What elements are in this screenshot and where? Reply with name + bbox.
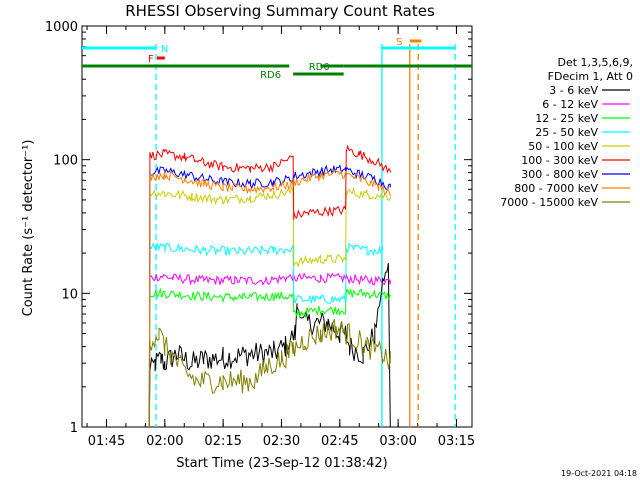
x-tick-label: 03:15 [438,434,475,449]
chart-title: RHESSI Observing Summary Count Rates [125,2,435,20]
series-line-3 [148,242,384,428]
legend-entry-label: 300 - 800 keV [521,168,598,181]
x-tick-label: 02:30 [263,434,300,449]
y-tick-label: 10 [61,287,78,302]
series-line-7 [148,169,391,428]
timestamp-label: 19-Oct-2021 04:18 [561,469,637,478]
x-tick-label: 03:00 [379,434,416,449]
series-line-4 [148,185,391,428]
y-tick-label: 1 [70,421,78,436]
y-tick-label: 100 [53,154,78,169]
x-axis-label: Start Time (23-Sep-12 01:38:42) [176,456,387,471]
legend-entry-label: 3 - 6 keV [549,84,598,97]
flag-label-rd0: RD0 [309,62,330,73]
flag-label-f: F [148,54,154,65]
series-line-1 [148,272,391,428]
legend-entry-label: 50 - 100 keV [528,140,598,153]
flag-label-s: S [396,37,402,48]
series-line-0 [148,263,391,428]
x-tick-label: 01:45 [88,434,125,449]
legend-entry-label: 6 - 12 keV [542,98,598,111]
series-line-2 [148,287,391,428]
y-axis-label: Count Rate (s⁻¹ detector⁻¹) [21,140,36,317]
flag-label-n: N [161,44,168,55]
series-line-5 [148,144,391,428]
x-tick-label: 02:15 [204,434,241,449]
legend-entry-label: 25 - 50 keV [535,126,598,139]
legend-header: FDecim 1, Att 0 [548,70,633,83]
series-line-6 [148,164,391,428]
legend-entry-label: 100 - 300 keV [521,154,598,167]
legend-entry-label: 800 - 7000 keV [514,182,598,195]
plot-frame [81,25,473,428]
y-tick-label: 1000 [45,20,78,35]
x-tick-label: 02:00 [146,434,183,449]
flag-label-rd6: RD6 [260,70,281,81]
legend-entry-label: 7000 - 15000 keV [500,196,598,209]
legend-entry-label: 12 - 25 keV [535,112,598,125]
series-line-8 [148,318,391,428]
x-tick-label: 02:45 [321,434,358,449]
legend-header: Det 1,3,5,6,9, [557,56,633,69]
